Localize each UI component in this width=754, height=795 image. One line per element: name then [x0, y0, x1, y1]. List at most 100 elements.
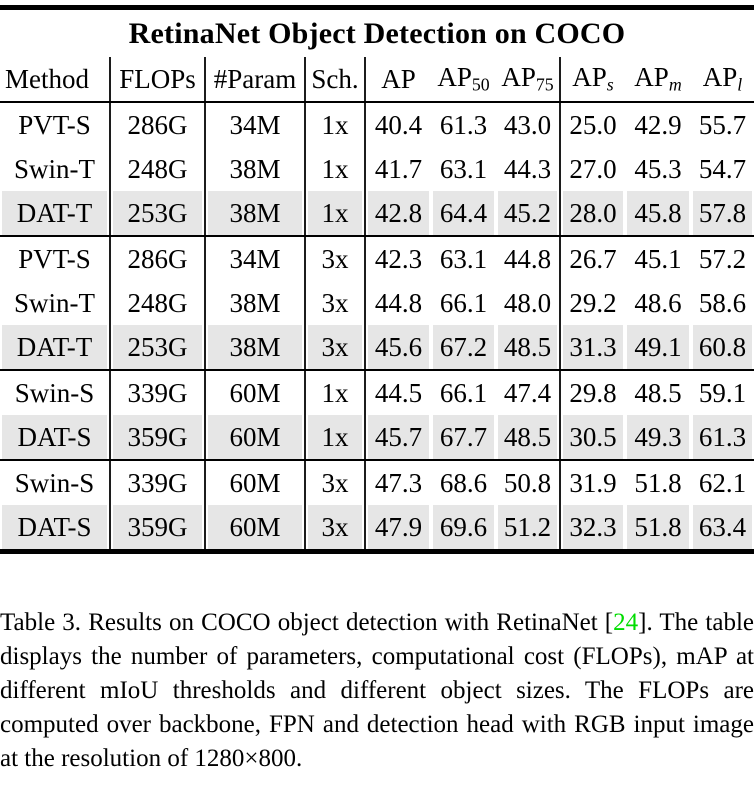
- cell-params: 60M: [205, 460, 306, 505]
- table-title: RetinaNet Object Detection on COCO: [128, 17, 626, 50]
- cell-sch: 1x: [305, 102, 366, 147]
- cell-flops: 286G: [110, 236, 206, 281]
- col-header-params: #Param: [205, 57, 306, 103]
- cell-ap-l: 57.2: [698, 243, 747, 274]
- cell-params: 38M: [205, 325, 306, 371]
- cell-ap: 40.4: [374, 109, 423, 140]
- cell-ap-m: 45.1: [634, 243, 682, 274]
- cell-flops: 339G: [110, 370, 206, 415]
- cell-ap-m: 45.8: [625, 191, 691, 237]
- cell-params: 60M: [205, 370, 306, 415]
- cell-ap-l: 60.8: [691, 325, 754, 371]
- cell-ap-l: 57.8: [691, 191, 754, 237]
- table-row-highlighted: DAT-S 359G 60M 3x 47.9 69.6 51.2 32.3 51…: [0, 505, 754, 549]
- cell-ap50: 64.4: [431, 191, 496, 237]
- cell-ap-m: 49.3: [625, 415, 691, 461]
- caption-text-before: Table 3. Results on COCO object detectio…: [0, 609, 614, 636]
- cell-sch: 1x: [305, 415, 366, 461]
- cell-flops: 359G: [110, 505, 206, 549]
- cell-params: 38M: [205, 147, 306, 191]
- col-header-ap-l: APl: [691, 57, 754, 103]
- cell-ap50: 66.1: [439, 287, 488, 318]
- cell-ap75: 48.0: [496, 281, 561, 325]
- col-header-sch: Sch.: [305, 57, 366, 103]
- cell-sch: 1x: [305, 147, 366, 191]
- cell-ap: 45.6: [365, 325, 431, 371]
- cell-method: PVT-S: [0, 236, 111, 281]
- cell-ap-m: 51.8: [634, 467, 682, 498]
- cell-ap-l: 59.1: [698, 377, 747, 408]
- cell-ap: 42.8: [365, 191, 431, 237]
- cell-ap75: 44.8: [496, 236, 561, 281]
- col-header-ap: AP: [365, 57, 431, 103]
- cell-ap: 47.3: [374, 467, 423, 498]
- header-row: Method FLOPs #Param Sch. AP AP50 AP75 AP…: [0, 57, 754, 103]
- paper-page: RetinaNet Object Detection on COCO Metho…: [0, 5, 754, 795]
- col-header-flops: FLOPs: [110, 57, 206, 103]
- cell-ap50: 67.2: [431, 325, 496, 371]
- cell-flops: 248G: [110, 147, 206, 191]
- cell-flops: 253G: [110, 325, 206, 371]
- cell-params: 34M: [205, 236, 306, 281]
- cell-ap75: 48.5: [496, 415, 561, 461]
- cell-sch: 3x: [305, 325, 366, 371]
- cell-method: DAT-S: [0, 415, 111, 461]
- cell-ap: 44.8: [374, 287, 423, 318]
- cell-ap-l: 58.6: [698, 287, 747, 318]
- cell-ap75: 50.8: [496, 460, 561, 505]
- col-header-ap-s: APs: [560, 57, 625, 103]
- cell-ap-m: 51.8: [625, 505, 691, 549]
- table-row: Swin-S 339G 60M 3x 47.3 68.6 50.8 31.9 5…: [0, 460, 754, 505]
- citation-link[interactable]: 24: [613, 609, 639, 636]
- cell-ap: 45.7: [365, 415, 431, 461]
- table-bottom-rule: [0, 549, 754, 554]
- cell-ap-l: 54.7: [698, 153, 747, 184]
- cell-ap-l: 63.4: [691, 505, 754, 549]
- cell-ap-s: 28.0: [560, 191, 625, 237]
- cell-sch: 3x: [305, 460, 366, 505]
- table-row-highlighted: DAT-T 253G 38M 1x 42.8 64.4 45.2 28.0 45…: [0, 191, 754, 237]
- cell-method: DAT-S: [0, 505, 111, 549]
- cell-ap-s: 30.5: [560, 415, 625, 461]
- table-row: Swin-T 248G 38M 3x 44.8 66.1 48.0 29.2 4…: [0, 281, 754, 325]
- cell-ap50: 63.1: [439, 153, 488, 184]
- col-header-method: Method: [0, 57, 111, 103]
- cell-flops: 248G: [110, 281, 206, 325]
- cell-method: Swin-S: [0, 370, 111, 415]
- cell-params: 38M: [205, 281, 306, 325]
- table-row: PVT-S 286G 34M 3x 42.3 63.1 44.8 26.7 45…: [0, 236, 754, 281]
- cell-method: PVT-S: [0, 102, 111, 147]
- table-row: Swin-T 248G 38M 1x 41.7 63.1 44.3 27.0 4…: [0, 147, 754, 191]
- cell-ap-m: 42.9: [634, 109, 682, 140]
- cell-ap: 47.9: [365, 505, 431, 549]
- cell-ap75: 51.2: [496, 505, 561, 549]
- cell-sch: 1x: [305, 370, 366, 415]
- cell-ap50: 66.1: [439, 377, 488, 408]
- cell-flops: 253G: [110, 191, 206, 237]
- table-row-highlighted: DAT-T 253G 38M 3x 45.6 67.2 48.5 31.3 49…: [0, 325, 754, 371]
- cell-ap-s: 32.3: [560, 505, 625, 549]
- cell-params: 60M: [205, 505, 306, 549]
- cell-ap-m: 48.5: [634, 377, 682, 408]
- cell-ap75: 48.5: [496, 325, 561, 371]
- cell-ap75: 43.0: [496, 102, 561, 147]
- cell-ap75: 45.2: [496, 191, 561, 237]
- table-caption: Table 3. Results on COCO object detectio…: [0, 606, 754, 776]
- cell-flops: 359G: [110, 415, 206, 461]
- cell-ap: 42.3: [374, 243, 423, 274]
- cell-ap50: 67.7: [431, 415, 496, 461]
- table-row-highlighted: DAT-S 359G 60M 1x 45.7 67.7 48.5 30.5 49…: [0, 415, 754, 461]
- cell-ap-l: 61.3: [691, 415, 754, 461]
- table-top-rule: [0, 5, 754, 10]
- cell-ap-s: 29.8: [569, 377, 617, 408]
- cell-ap-s: 31.9: [569, 467, 617, 498]
- col-header-ap-m: APm: [625, 57, 691, 103]
- cell-method: Swin-S: [0, 460, 111, 505]
- cell-sch: 3x: [305, 236, 366, 281]
- cell-flops: 286G: [110, 102, 206, 147]
- cell-ap-s: 27.0: [569, 153, 617, 184]
- cell-sch: 3x: [305, 281, 366, 325]
- cell-ap: 44.5: [374, 377, 423, 408]
- cell-sch: 1x: [305, 191, 366, 237]
- cell-ap75: 47.4: [496, 370, 561, 415]
